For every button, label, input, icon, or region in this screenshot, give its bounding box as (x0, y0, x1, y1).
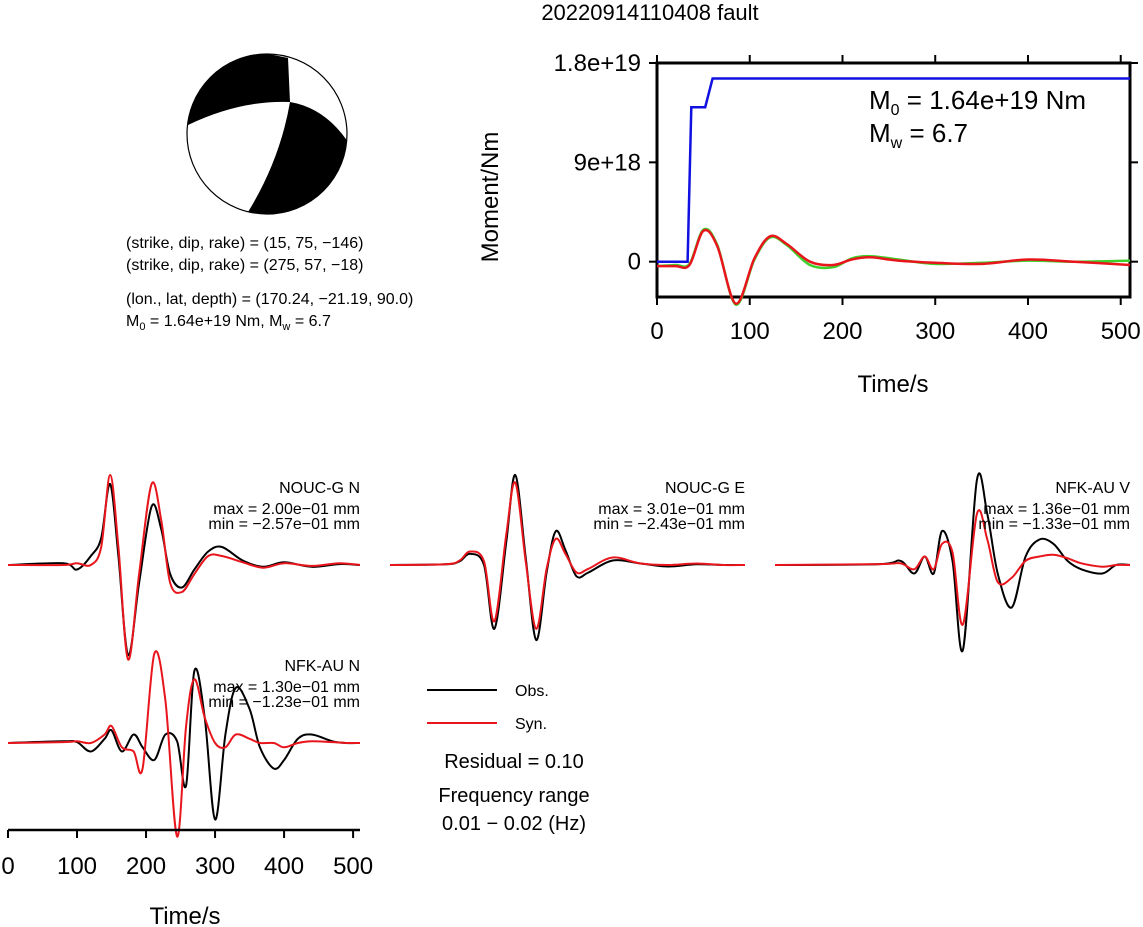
moment-x-tick-label: 400 (1008, 318, 1048, 345)
trace-min-label: min = −2.43e−01 mm (593, 516, 745, 533)
bottom-x-tick-label: 500 (333, 853, 373, 880)
trace-labels: NOUC-G N max = 2.00e−01 mm min = −2.57e−… (208, 480, 1130, 711)
trace-min-label: min = −1.23e−01 mm (208, 694, 360, 711)
focal-mechanism-beachball (186, 53, 348, 215)
moment-rate-curve (656, 227, 1131, 306)
bottom-x-tick-label: 400 (264, 853, 304, 880)
synthetic-waveform (7, 650, 361, 838)
synthetic-waveform (774, 509, 1131, 626)
moment-mw-annotation: Mw = 6.7 (869, 118, 968, 152)
moment-x-tick-label: 500 (1101, 318, 1141, 345)
synthetic-waveform (7, 473, 361, 661)
trace-min-label: min = −1.33e−01 mm (978, 516, 1130, 533)
legend: Obs. Syn. (427, 683, 549, 733)
mechanism-line-1: (strike, dip, rake) = (15, 75, −146) (126, 235, 363, 252)
waveform-traces (7, 472, 1131, 838)
moment-y-tick-label: 1.8e+19 (554, 50, 641, 77)
moment-rate-curve (656, 228, 1131, 305)
trace-max-label: max = 1.36e−01 mm (983, 501, 1130, 518)
frequency-range-label: Frequency range (438, 785, 589, 807)
observed-waveform (7, 667, 361, 821)
bottom-x-tick-label: 200 (126, 853, 166, 880)
trace-station-label: NFK-AU N (284, 658, 360, 675)
mechanism-line-4: M0 = 1.64e+19 Nm, Mw = 6.7 (126, 313, 331, 333)
trace-max-label: max = 3.01e−01 mm (598, 501, 745, 518)
bottom-xlabel: Time/s (149, 903, 220, 927)
figure-title: 20220914110408 fault (541, 0, 758, 25)
trace-station-label: NOUC-G E (665, 480, 745, 497)
moment-plot: 0 100 200 300 400 500 0 9e+18 1.8e+19 (554, 50, 1141, 345)
moment-curve (657, 77, 1130, 263)
trace-station-label: NOUC-G N (279, 480, 360, 497)
moment-plot-frame (655, 61, 1132, 299)
trace-max-label: max = 2.00e−01 mm (213, 501, 360, 518)
trace-max-label: max = 1.30e−01 mm (213, 679, 360, 696)
mechanism-line-3: (lon., lat, depth) = (170.24, −21.19, 90… (126, 291, 413, 308)
legend-obs-label: Obs. (515, 683, 549, 700)
moment-y-tick-label: 0 (628, 249, 641, 276)
trace-station-label: NFK-AU V (1055, 480, 1130, 497)
trace-min-label: min = −2.57e−01 mm (208, 516, 360, 533)
mechanism-line-2: (strike, dip, rake) = (275, 57, −18) (126, 257, 363, 274)
synthetic-waveform (389, 481, 746, 630)
residual-label: Residual = 0.10 (444, 751, 584, 773)
moment-x-tick-label: 200 (822, 318, 862, 345)
bottom-time-axis: 0 100 200 300 400 500 (1, 828, 373, 880)
moment-x-tick-label: 0 (650, 318, 663, 345)
moment-x-tick-label: 300 (915, 318, 955, 345)
bottom-x-tick-label: 300 (195, 853, 235, 880)
legend-syn-label: Syn. (515, 716, 547, 733)
frequency-range-value: 0.01 − 0.02 (Hz) (442, 813, 586, 835)
observed-waveform (774, 472, 1131, 653)
moment-y-tick-label: 9e+18 (574, 149, 641, 176)
moment-x-tick-label: 100 (730, 318, 770, 345)
moment-xlabel: Time/s (857, 371, 928, 398)
bottom-x-tick-label: 100 (57, 853, 97, 880)
bottom-x-tick-label: 0 (1, 853, 14, 880)
moment-ylabel: Moment/Nm (477, 132, 504, 263)
moment-m0-annotation: M0 = 1.64e+19 Nm (869, 85, 1086, 119)
